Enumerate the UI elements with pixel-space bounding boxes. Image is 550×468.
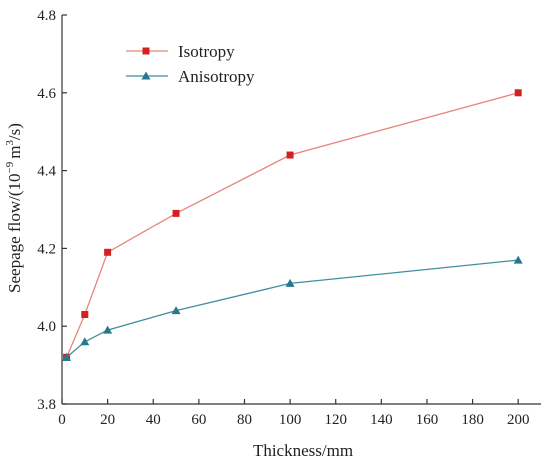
x-ticks: 0 20 40 60 80 100 120 140 160 180 200 (58, 399, 529, 428)
legend-item-anisotropy: Anisotropy (126, 67, 255, 86)
x-tick-label: 180 (461, 412, 484, 428)
y-axis-title-prefix: Seepage flow/(10 (5, 174, 24, 293)
y-tick-label: 4.4 (37, 164, 56, 180)
y-axis-title-mid: m (5, 146, 24, 159)
data-point-anisotropy (285, 278, 295, 287)
data-point-isotropy (104, 248, 112, 256)
y-axis-title-exp2: 3 (4, 140, 16, 146)
axes (61, 15, 541, 405)
legend-label-anisotropy: Anisotropy (178, 67, 255, 86)
data-point-anisotropy (513, 255, 523, 264)
y-axis-title-suffix: /s) (5, 123, 24, 140)
x-axis-title: Thickness/mm (253, 441, 353, 460)
x-tick-label: 40 (146, 412, 161, 428)
series-line-isotropy (65, 92, 519, 358)
legend-label-isotropy: Isotropy (178, 42, 235, 61)
legend-item-isotropy: Isotropy (126, 42, 235, 61)
data-point-isotropy (514, 89, 522, 97)
y-tick-label: 4.2 (37, 241, 56, 257)
y-tick-label: 4.8 (37, 8, 56, 24)
x-tick-label: 60 (191, 412, 206, 428)
legend: Isotropy Anisotropy (126, 42, 255, 86)
y-tick-label: 3.8 (37, 397, 56, 413)
x-tick-label: 200 (507, 412, 530, 428)
data-point-anisotropy (62, 352, 72, 361)
x-tick-label: 80 (237, 412, 252, 428)
data-point-isotropy (286, 151, 294, 159)
y-axis-title: Seepage flow/(10−9 m3/s) (4, 123, 24, 293)
y-tick-label: 4.0 (37, 319, 56, 335)
data-point-isotropy (172, 209, 180, 217)
data-point-anisotropy (103, 325, 113, 334)
data-point-anisotropy (171, 306, 181, 315)
series-isotropy (63, 89, 522, 361)
series-anisotropy (62, 255, 523, 361)
y-ticks: 3.8 4.0 4.2 4.4 4.6 4.8 (37, 8, 67, 413)
series-layer (62, 89, 523, 361)
x-tick-label: 0 (58, 412, 66, 428)
data-point-isotropy (81, 311, 89, 319)
x-tick-label: 140 (370, 412, 393, 428)
x-tick-label: 120 (324, 412, 347, 428)
legend-marker-isotropy (142, 47, 150, 55)
y-tick-label: 4.6 (37, 86, 56, 102)
y-axis-title-exp1: −9 (4, 161, 16, 173)
x-tick-label: 100 (279, 412, 302, 428)
legend-marker-anisotropy (141, 71, 151, 80)
data-point-anisotropy (80, 337, 90, 346)
x-tick-label: 160 (416, 412, 439, 428)
x-tick-label: 20 (100, 412, 115, 428)
series-line-anisotropy (66, 259, 519, 358)
